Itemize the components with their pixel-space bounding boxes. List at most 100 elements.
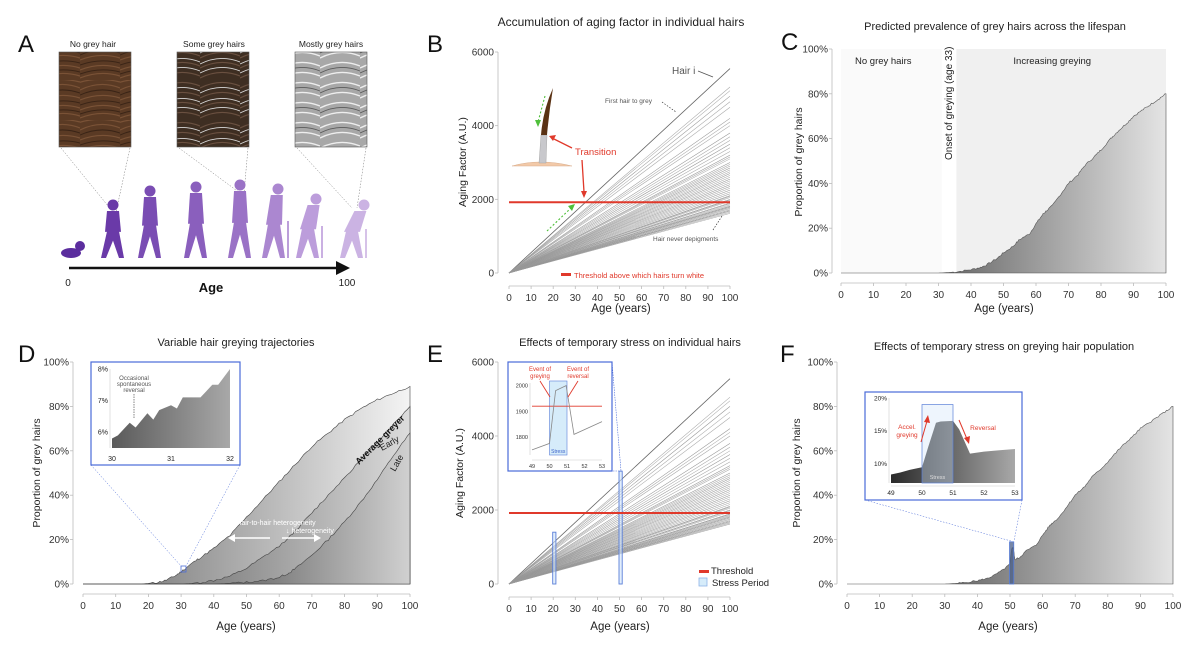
zoom-connector [864, 499, 1012, 542]
hair-trajectory-line [508, 213, 731, 274]
person-silhouette-icon [101, 199, 124, 258]
inset-stress-label: Stress [551, 449, 566, 455]
legs [138, 224, 161, 258]
transition-label: Transition [575, 147, 616, 158]
panel-letter-e: E [427, 341, 443, 368]
stress-period-band [552, 531, 557, 585]
pointer-arrow [712, 215, 723, 231]
person-silhouette-icon [296, 193, 323, 258]
inset-x-tick-label: 52 [581, 464, 587, 470]
inset-x-tick-label: 51 [564, 464, 570, 470]
hair-trajectory-line [508, 178, 731, 274]
hair-sample-label: Mostly grey hairs [299, 39, 363, 49]
stress-period [1009, 541, 1015, 585]
hair-trajectory-line [508, 193, 731, 274]
inset-y-tick-label: 15% [874, 428, 887, 435]
x-tick-label: 80 [680, 604, 692, 615]
age-axis-end: 100 [339, 278, 356, 289]
hair-trajectory-line [508, 180, 731, 274]
hair-trajectory-line [508, 186, 731, 274]
x-axis-label: Age (years) [216, 621, 276, 633]
heterogeneity-up-label: ↑ hair-to-hair heterogeneity [232, 520, 316, 527]
hair-trajectory-line [508, 176, 731, 274]
y-tick-label: 40% [813, 491, 833, 502]
person-silhouette-icon [262, 183, 289, 258]
x-tick-label: 40 [965, 290, 977, 301]
inset-chart: Stress 49 50 51 52 53 10% 15% 20% Accel. greying Re… [864, 391, 1023, 501]
inset-y-tick-label: 1900 [516, 409, 528, 415]
y-tick-label: 0% [819, 580, 834, 591]
hair-trajectory-line [508, 171, 731, 274]
arrow [958, 419, 968, 440]
hair-trajectory-line [508, 169, 731, 274]
person-silhouette-icon [340, 199, 370, 258]
transition-arrow [551, 137, 573, 149]
hair-trajectory-line [508, 200, 731, 274]
x-tick-label: 80 [680, 293, 692, 304]
x-tick-label: 30 [570, 604, 582, 615]
arrow [567, 380, 579, 398]
stress-periods [552, 470, 623, 585]
region-no-grey [841, 49, 942, 273]
y-tick-label: 0% [55, 580, 70, 591]
head [144, 185, 156, 197]
hair-trajectory-line [508, 90, 731, 274]
arrowhead-icon [228, 534, 235, 542]
hair-sample-image [58, 51, 132, 148]
y-tick-label: 100% [43, 358, 69, 369]
head [272, 183, 284, 195]
legend-threshold-swatch [561, 273, 571, 276]
age-axis-label: Age [199, 280, 224, 295]
arrowhead-icon [336, 261, 350, 275]
x-tick-label: 70 [1070, 601, 1082, 612]
zoom-connector [178, 147, 241, 194]
legend-threshold-swatch [699, 570, 709, 573]
head [107, 199, 119, 211]
x-tick-label: 10 [874, 601, 886, 612]
x-tick-label: 90 [702, 604, 714, 615]
never-depigments-label: Hair never depigments [653, 236, 719, 243]
y-axis-label: Proportion of grey hairs [31, 418, 43, 527]
x-tick-label: 40 [592, 293, 604, 304]
x-tick-label: 100 [1165, 601, 1182, 612]
body [61, 248, 81, 258]
trajectory-area-average-greyer [83, 405, 411, 585]
y-tick-label: 80% [813, 402, 833, 413]
inset-x-tick-label: 53 [599, 464, 605, 470]
hair-trajectory-line [508, 189, 731, 274]
y-tick-label: 6000 [472, 358, 495, 369]
x-tick-label: 0 [80, 601, 86, 612]
inset-x-tick-label: 51 [949, 490, 957, 497]
label-line: greying [530, 374, 550, 380]
y-tick-label: 60% [49, 446, 69, 457]
axes: 0 10 20 30 40 50 60 70 80 90 100 0 2000 4000 6000 [472, 48, 739, 305]
x-tick-label: 90 [372, 601, 384, 612]
y-tick-label: 2000 [472, 195, 495, 206]
inset-y-tick-label: 1800 [516, 435, 528, 441]
hair-trajectory-line [508, 191, 731, 274]
hair-i-label: Hair i [672, 66, 695, 77]
x-axis-label: Age (years) [974, 303, 1034, 315]
label-line: greying [896, 432, 918, 439]
torso [232, 191, 248, 223]
label-line: Event of [529, 367, 551, 373]
inset-area [112, 369, 230, 448]
x-tick-label: 20 [143, 601, 155, 612]
legs [262, 223, 285, 258]
inset-x-tick-label: 49 [887, 490, 895, 497]
green-arrow [537, 95, 546, 123]
panel-letter-f: F [780, 341, 795, 368]
x-axis-label: Age (years) [978, 621, 1038, 633]
x-tick-label: 70 [1063, 290, 1075, 301]
inset-accel-label: Accel. greying [896, 424, 918, 439]
x-tick-label: 20 [548, 293, 560, 304]
trajectory-area-late [83, 432, 411, 585]
inset-x-tick-label: 31 [167, 456, 175, 463]
grey-proportion-area [841, 93, 1167, 274]
y-tick-label: 20% [813, 535, 833, 546]
torso [105, 211, 121, 232]
inset-chart: 30 31 32 6% 7% 8% Occasional spontaneous reversa… [90, 361, 241, 466]
legs [228, 222, 251, 258]
hair-trajectory-line [508, 136, 731, 274]
